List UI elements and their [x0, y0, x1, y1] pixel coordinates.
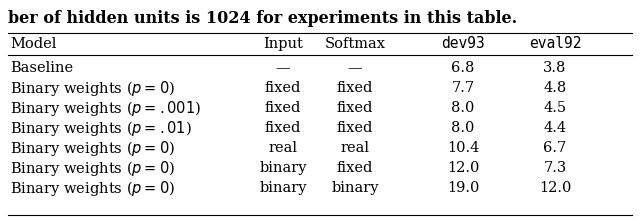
Text: Binary weights ($p = 0$): Binary weights ($p = 0$)	[10, 79, 175, 97]
Text: fixed: fixed	[265, 81, 301, 95]
Text: fixed: fixed	[337, 101, 373, 115]
Text: 8.0: 8.0	[451, 101, 475, 115]
Text: fixed: fixed	[265, 101, 301, 115]
Text: Baseline: Baseline	[10, 61, 73, 75]
Text: real: real	[269, 141, 298, 155]
Text: 4.8: 4.8	[543, 81, 566, 95]
Text: 8.0: 8.0	[451, 121, 475, 135]
Text: Binary weights ($p = 0$): Binary weights ($p = 0$)	[10, 159, 175, 178]
Text: Binary weights ($p = .01$): Binary weights ($p = .01$)	[10, 119, 192, 137]
Text: fixed: fixed	[337, 81, 373, 95]
Text: Binary weights ($p = 0$): Binary weights ($p = 0$)	[10, 139, 175, 157]
Text: eval92: eval92	[529, 36, 581, 52]
Text: fixed: fixed	[265, 121, 301, 135]
Text: 7.3: 7.3	[543, 161, 566, 175]
Text: Model: Model	[10, 37, 56, 51]
Text: 19.0: 19.0	[447, 181, 479, 195]
Text: Input: Input	[263, 37, 303, 51]
Text: 10.4: 10.4	[447, 141, 479, 155]
Text: 6.8: 6.8	[451, 61, 475, 75]
Text: fixed: fixed	[337, 121, 373, 135]
Text: Binary weights ($p = 0$): Binary weights ($p = 0$)	[10, 178, 175, 198]
Text: 12.0: 12.0	[539, 181, 571, 195]
Text: 4.5: 4.5	[543, 101, 566, 115]
Text: ber of hidden units is 1024 for experiments in this table.: ber of hidden units is 1024 for experime…	[8, 10, 517, 27]
Text: 3.8: 3.8	[543, 61, 566, 75]
Text: Softmax: Softmax	[324, 37, 385, 51]
Text: —: —	[348, 61, 362, 75]
Text: 4.4: 4.4	[543, 121, 566, 135]
Text: binary: binary	[259, 181, 307, 195]
Text: binary: binary	[259, 161, 307, 175]
Text: Binary weights ($p = .001$): Binary weights ($p = .001$)	[10, 99, 201, 117]
Text: dev93: dev93	[441, 36, 485, 52]
Text: real: real	[340, 141, 369, 155]
Text: 12.0: 12.0	[447, 161, 479, 175]
Text: binary: binary	[332, 181, 379, 195]
Text: 7.7: 7.7	[451, 81, 475, 95]
Text: 6.7: 6.7	[543, 141, 566, 155]
Text: —: —	[276, 61, 291, 75]
Text: fixed: fixed	[337, 161, 373, 175]
